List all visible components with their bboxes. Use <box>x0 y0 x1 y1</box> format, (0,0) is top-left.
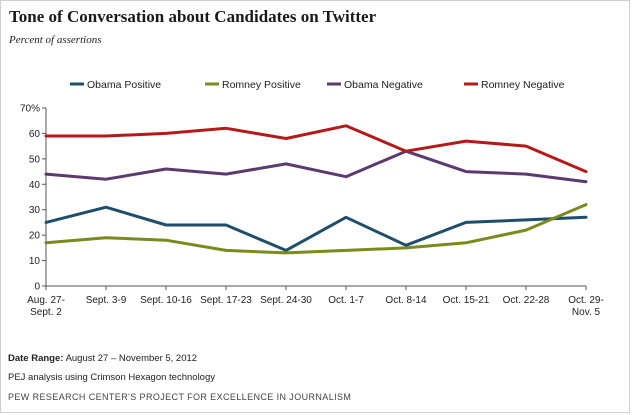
y-tick-label: 60 <box>29 129 41 140</box>
legend: Obama Positive Romney Positive Obama Negat… <box>70 79 565 91</box>
x-tick-label: Sept. 3-9 <box>86 295 127 306</box>
date-range-label: Date Range: <box>8 353 64 364</box>
y-tick-label: 50 <box>29 154 41 165</box>
x-tick-label-line: Oct. 29- <box>568 295 604 306</box>
x-tick-label-line: Oct. 8-14 <box>385 295 427 306</box>
y-tick-label: 0 <box>34 282 40 293</box>
x-tick-label-line: Oct. 22-28 <box>503 295 550 306</box>
y-tick-label: 30 <box>29 205 41 216</box>
x-tick-label: Oct. 1-7 <box>328 295 364 306</box>
x-tick-label-line: Sept. 24-30 <box>260 295 312 306</box>
x-tick-label-line: Sept. 10-16 <box>140 295 192 306</box>
y-tick-label: 10 <box>29 256 41 267</box>
x-axis: Aug. 27-Sept. 2 Sept. 3-9 Sept. 10-16 Sept.… <box>27 285 604 318</box>
series-group <box>44 124 588 255</box>
chart-title: Tone of Conversation about Candidates on… <box>9 7 377 26</box>
source-note: PEW RESEARCH CENTER'S PROJECT FOR EXCELL… <box>8 392 352 402</box>
series-line-obama-negative <box>44 149 588 184</box>
x-tick-label: Sept. 17-23 <box>200 295 252 306</box>
series-line-obama-positive <box>44 205 588 252</box>
series-line-romney-negative <box>44 124 588 174</box>
x-tick-label-line: Nov. 5 <box>572 307 601 318</box>
line-chart: Obama Positive Romney Positive Obama Negat… <box>20 79 604 318</box>
y-tick-label: 20 <box>29 231 41 242</box>
legend-label-obama-positive: Obama Positive <box>87 79 161 91</box>
legend-label-obama-negative: Obama Negative <box>344 79 423 91</box>
x-tick-label-line: Sept. 17-23 <box>200 295 252 306</box>
series-line-romney-positive <box>44 203 588 255</box>
x-tick-label: Sept. 24-30 <box>260 295 312 306</box>
x-tick-label-line: Oct. 1-7 <box>328 295 364 306</box>
x-tick-label: Oct. 22-28 <box>503 295 550 306</box>
legend-label-romney-positive: Romney Positive <box>222 79 301 91</box>
x-tick-label: Aug. 27-Sept. 2 <box>27 295 65 318</box>
date-range-value: August 27 – November 5, 2012 <box>65 353 198 364</box>
y-axis: 0 10 20 30 40 50 60 70% <box>20 104 47 293</box>
x-tick-label-line: Oct. 15-21 <box>443 295 490 306</box>
y-tick-label: 40 <box>29 180 41 191</box>
x-tick-label: Oct. 8-14 <box>385 295 427 306</box>
date-range-note: Date Range: August 27 – November 5, 2012 <box>8 353 197 364</box>
method-note: PEJ analysis using Crimson Hexagon techn… <box>8 372 215 383</box>
x-tick-label: Oct. 15-21 <box>443 295 490 306</box>
x-tick-label-line: Sept. 3-9 <box>86 295 127 306</box>
y-tick-label: 70% <box>20 104 40 115</box>
chart-subtitle: Percent of assertions <box>9 34 102 46</box>
x-tick-label-line: Aug. 27- <box>27 295 65 306</box>
x-tick-label: Sept. 10-16 <box>140 295 192 306</box>
legend-label-romney-negative: Romney Negative <box>481 79 565 91</box>
x-tick-label-line: Sept. 2 <box>30 307 62 318</box>
x-tick-label: Oct. 29-Nov. 5 <box>568 295 604 318</box>
